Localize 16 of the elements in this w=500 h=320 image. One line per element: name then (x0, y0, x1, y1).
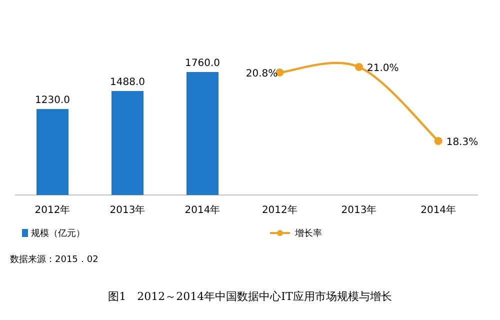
x-tick-label: 2014年 (420, 204, 456, 216)
x-tick-label: 2012年 (34, 204, 70, 216)
x-tick-label: 2013年 (341, 204, 377, 216)
x-tick-label: 2014年 (184, 204, 220, 216)
legend-label: 规模（亿元） (31, 228, 85, 239)
data-label: 1230.0 (35, 95, 70, 106)
data-label: 1488.0 (110, 77, 145, 88)
x-tick-label: 2012年 (262, 204, 298, 216)
data-label: 20.8% (246, 68, 278, 80)
x-tick-label: 2013年 (110, 204, 146, 216)
legend-label: 增长率 (294, 228, 322, 239)
data-label: 1760.0 (185, 58, 220, 69)
data-label: 18.3% (446, 137, 478, 148)
caption: 图1 2012～2014年中国数据中心IT应用市场规模与增长 (108, 290, 392, 303)
data-label: 21.0% (367, 63, 399, 74)
source-note: 数据来源：2015．02 (10, 254, 98, 265)
